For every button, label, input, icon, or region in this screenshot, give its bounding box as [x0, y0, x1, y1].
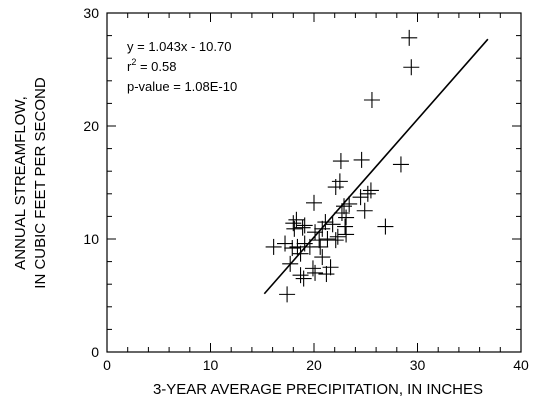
data-point	[304, 260, 321, 277]
r-squared-prefix: r	[127, 59, 132, 74]
x-axis-ticks: 0 10 20 30 40	[103, 13, 529, 373]
data-point	[319, 231, 336, 247]
r-squared-exponent: 2	[131, 57, 136, 67]
data-points	[265, 29, 420, 303]
data-point	[277, 235, 294, 252]
data-point	[307, 224, 324, 241]
data-point	[294, 219, 311, 236]
y-tick-label: 30	[83, 5, 99, 21]
data-point	[363, 92, 380, 109]
data-point	[331, 173, 348, 190]
data-point	[362, 182, 379, 199]
x-tick-label: 30	[410, 357, 426, 373]
data-point	[333, 205, 350, 222]
data-point	[359, 185, 376, 202]
data-point	[392, 156, 409, 173]
data-point	[318, 266, 335, 283]
data-point	[377, 218, 394, 235]
data-point	[286, 220, 303, 237]
data-point	[401, 29, 418, 46]
data-point	[403, 59, 420, 76]
data-point	[296, 217, 313, 234]
data-point	[295, 270, 312, 287]
x-tick-label: 40	[513, 357, 529, 373]
data-point	[327, 232, 344, 249]
data-point	[324, 216, 341, 233]
x-tick-label: 20	[306, 357, 322, 373]
data-point	[356, 202, 373, 219]
data-point	[337, 218, 354, 235]
data-point	[265, 238, 282, 255]
y-tick-label: 0	[91, 344, 99, 360]
data-point	[332, 153, 349, 170]
data-point	[311, 232, 328, 249]
x-tick-label: 10	[203, 357, 219, 373]
regression-line	[263, 38, 489, 295]
data-point	[279, 286, 296, 303]
y-axis-ticks: 0 10 20 30	[83, 5, 521, 360]
r-squared-value: = 0.58	[136, 59, 176, 74]
data-point	[353, 151, 370, 168]
y-tick-label: 10	[83, 231, 99, 247]
data-point	[317, 214, 334, 231]
x-tick-label: 0	[103, 357, 111, 373]
y-axis-title-line-2: IN CUBIC FEET PER SECOND	[32, 77, 49, 289]
data-point	[284, 240, 301, 257]
data-point	[292, 267, 309, 284]
y-axis-title-line-1: ANNUAL STREAMFLOW,	[12, 96, 29, 270]
data-point	[329, 228, 346, 245]
data-point	[338, 209, 355, 226]
data-point	[322, 259, 339, 276]
data-point	[307, 264, 324, 281]
data-point	[336, 198, 353, 215]
x-axis-title: 3-YEAR AVERAGE PRECIPITATION, IN INCHES	[153, 381, 483, 398]
data-point	[288, 211, 305, 228]
data-point	[352, 189, 369, 206]
equation-label: y = 1.043x - 10.70	[127, 39, 231, 54]
data-point	[314, 249, 331, 266]
data-point	[338, 226, 355, 243]
y-tick-label: 20	[83, 118, 99, 134]
r-squared-label: r2 = 0.58	[127, 57, 176, 74]
p-value-label: p-value = 1.08E-10	[127, 79, 237, 94]
data-point	[306, 194, 322, 211]
